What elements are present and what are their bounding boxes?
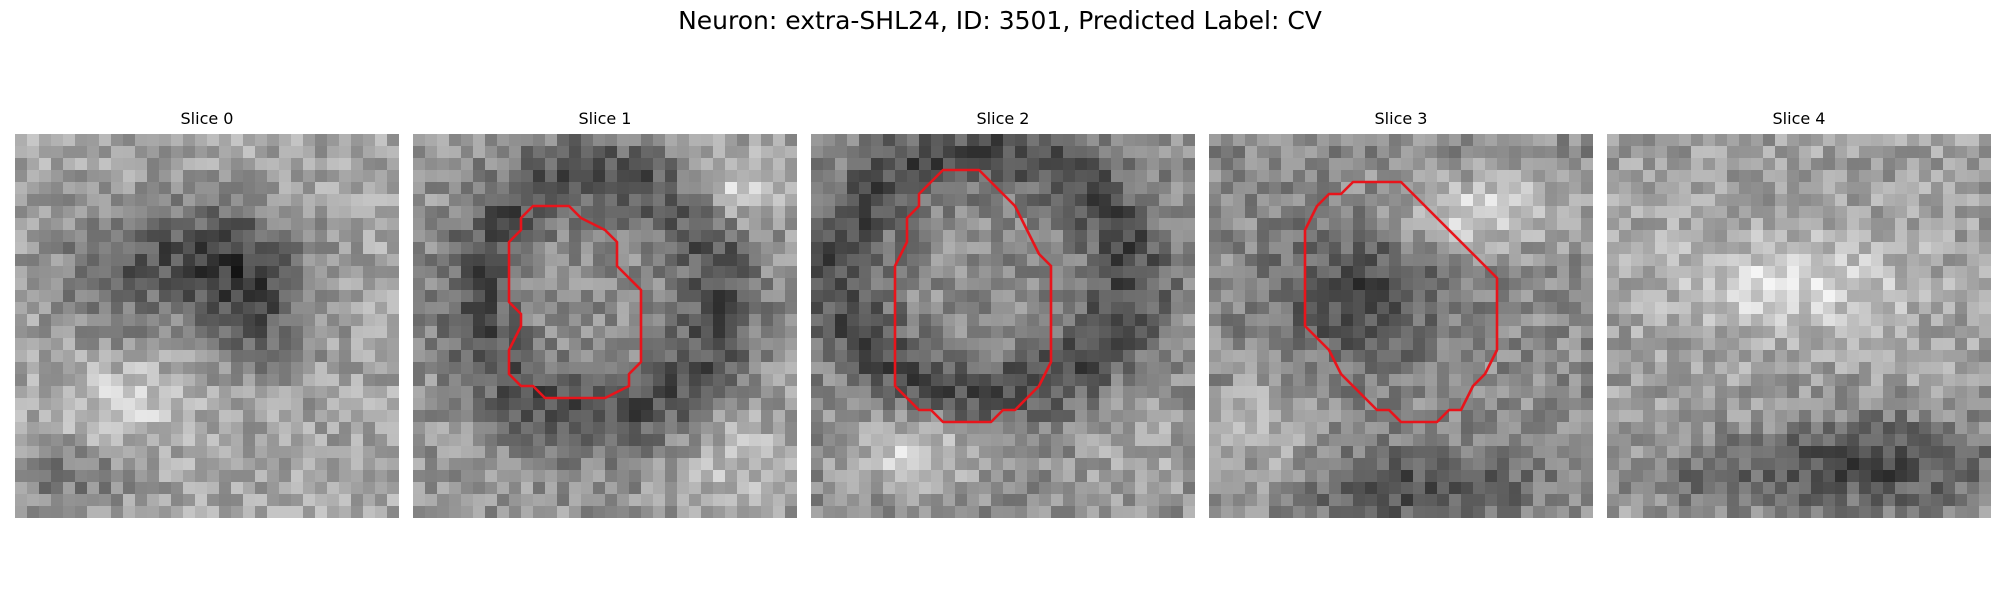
slice-image-1 (413, 134, 797, 518)
slice-title-3: Slice 3 (1374, 109, 1428, 128)
slice-panel-0: Slice 0 (15, 108, 399, 518)
slice-title-2: Slice 2 (976, 109, 1030, 128)
roi-contour-1 (507, 204, 643, 400)
slice-image-4 (1607, 134, 1991, 518)
slice-panel-4: Slice 4 (1607, 108, 1991, 518)
figure-title: Neuron: extra-SHL24, ID: 3501, Predicted… (678, 6, 1322, 35)
roi-contour-2 (893, 168, 1053, 424)
slice-title-1: Slice 1 (578, 109, 632, 128)
slice-panel-1: Slice 1 (413, 108, 797, 518)
roi-contour-3 (1303, 180, 1499, 424)
slice-title-4: Slice 4 (1772, 109, 1826, 128)
slice-image-2 (811, 134, 1195, 518)
slice-image-3 (1209, 134, 1593, 518)
slice-panel-2: Slice 2 (811, 108, 1195, 518)
slice-image-0 (15, 134, 399, 518)
slice-title-0: Slice 0 (180, 109, 234, 128)
slice-panel-3: Slice 3 (1209, 108, 1593, 518)
